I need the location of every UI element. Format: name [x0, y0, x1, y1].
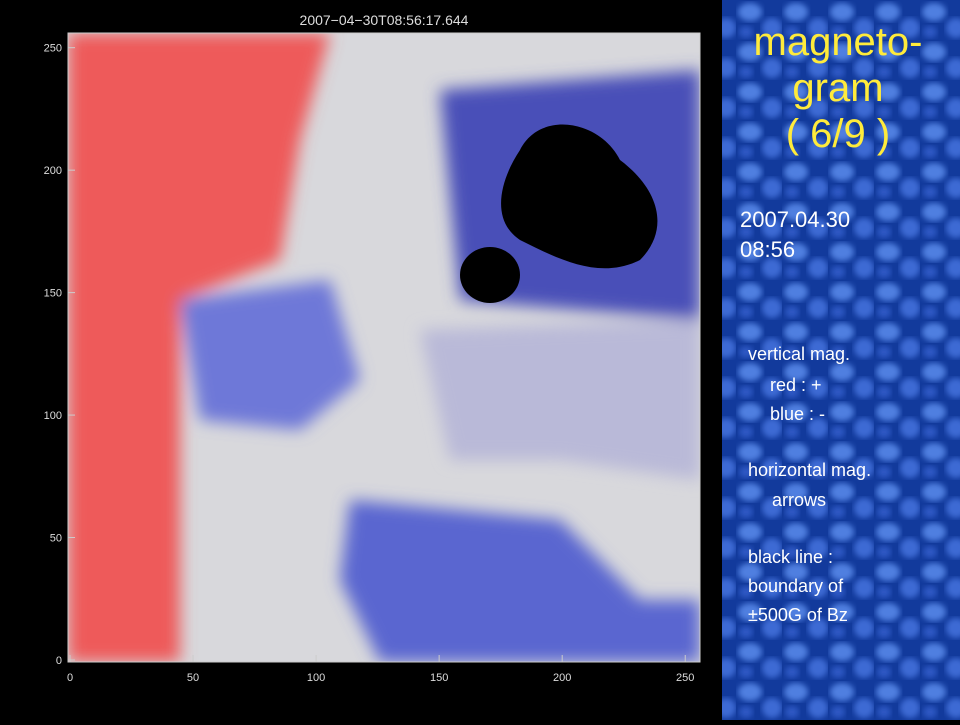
y-tick-label: 50	[50, 533, 62, 545]
y-tick-label: 100	[44, 410, 62, 422]
date: 08:56	[740, 237, 795, 262]
note: arrows	[772, 490, 826, 510]
y-tick-label: 250	[44, 43, 62, 55]
x-tick-label: 250	[676, 672, 694, 684]
note: blue : -	[770, 404, 825, 424]
y-tick-label: 150	[44, 288, 62, 300]
heading: ( 6/9 )	[786, 112, 890, 156]
x-tick-label: 50	[187, 672, 199, 684]
x-tick-label: 100	[307, 672, 325, 684]
heading: magneto-	[754, 20, 923, 64]
plot-title: 2007−04−30T08:56:17.644	[300, 12, 469, 28]
date: 2007.04.30	[740, 207, 850, 232]
x-tick-label: 200	[553, 672, 571, 684]
note: ±500G of Bz	[748, 605, 848, 625]
plot-frame	[67, 32, 701, 663]
note: horizontal mag.	[748, 460, 871, 480]
magnetogram-image	[68, 33, 700, 662]
note: boundary of	[748, 576, 844, 596]
heading: gram	[792, 66, 883, 110]
y-tick-label: 200	[44, 165, 62, 177]
y-tick-label: 0	[56, 655, 62, 667]
x-tick-label: 0	[67, 672, 73, 684]
note: red : +	[770, 375, 822, 395]
x-tick-label: 150	[430, 672, 448, 684]
note: black line :	[748, 547, 833, 567]
granulation-background	[722, 0, 960, 720]
note: vertical mag.	[748, 344, 850, 364]
